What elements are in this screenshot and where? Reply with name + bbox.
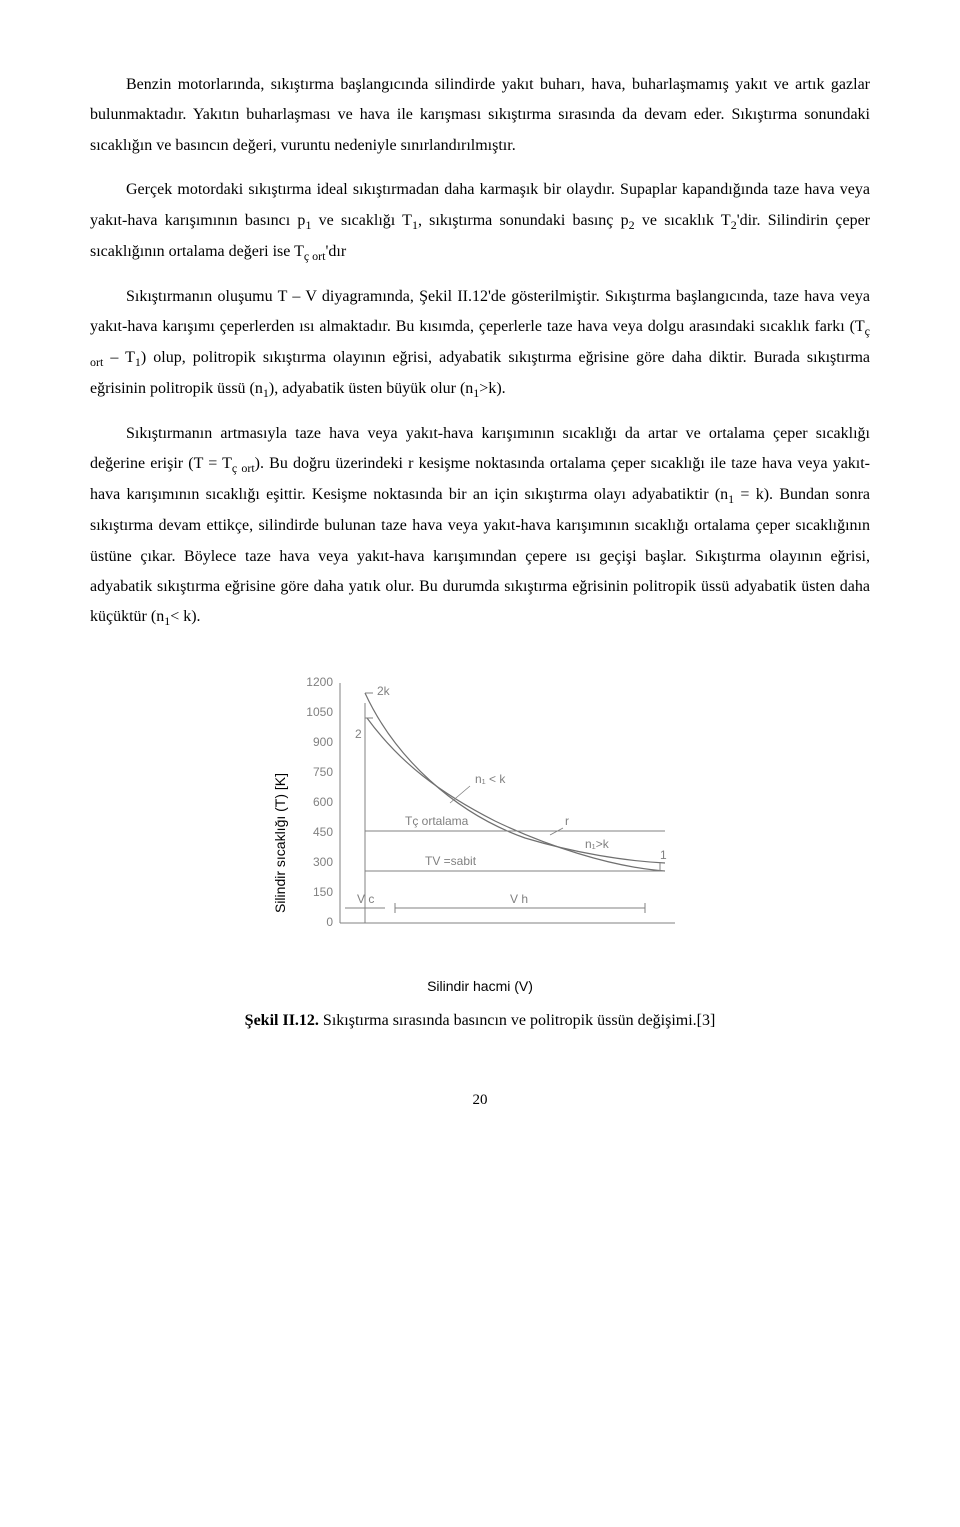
p3-text: >k). (479, 380, 505, 397)
annot-tc: Tç ortalama (405, 814, 469, 828)
p2-text: , sıkıştırma sonundaki basınç p (418, 212, 629, 229)
annot-n1gtk: n₁>k (585, 837, 610, 851)
figure-caption: Şekil II.12. Sıkıştırma sırasında basınc… (90, 1006, 870, 1036)
p4-text: = k). Bundan sonra sıkıştırma devam etti… (90, 486, 870, 625)
annot-1: 1 (660, 848, 667, 862)
annot-vh: V h (510, 892, 528, 906)
annot-2k: 2k (377, 684, 391, 698)
paragraph-2: Gerçek motordaki sıkıştırma ideal sıkışt… (90, 175, 870, 267)
ytick-5: 750 (313, 765, 333, 779)
paragraph-1: Benzin motorlarında, sıkıştırma başlangı… (90, 70, 870, 161)
annot-2: 2 (355, 727, 362, 741)
caption-rest: Sıkıştırma sırasında basıncın ve politro… (319, 1012, 715, 1029)
x-axis-label: Silindir hacmi (V) (90, 973, 870, 1000)
page-number: 20 (90, 1086, 870, 1115)
figure-wrapper: Silindir sıcaklığı (T) [K] 0 150 300 450… (90, 663, 870, 1036)
p3-text: – T (103, 349, 135, 366)
y-axis-label: Silindir sıcaklığı (T) [K] (272, 773, 288, 913)
ytick-6: 900 (313, 735, 333, 749)
p3-text: Sıkıştırmanın oluşumu T – V diyagramında… (90, 288, 870, 335)
p2-text: 'dır (326, 243, 347, 260)
paragraph-3: Sıkıştırmanın oluşumu T – V diyagramında… (90, 282, 870, 405)
ytick-1: 150 (313, 885, 333, 899)
p2-sub5: ç ort (304, 249, 326, 263)
ytick-8: 1200 (306, 675, 333, 689)
p2-text: ve sıcaklık T (635, 212, 731, 229)
annot-r: r (565, 814, 569, 828)
p4-text: < k). (170, 608, 200, 625)
caption-bold: Şekil II.12. (245, 1012, 319, 1029)
ytick-4: 600 (313, 795, 333, 809)
p2-text: ve sıcaklığı T (311, 212, 412, 229)
annot-tv: TV =sabit (425, 854, 477, 868)
p3-text: ), adyabatik üsten büyük olur (n (269, 380, 473, 397)
ytick-0: 0 (326, 915, 333, 929)
paragraph-4: Sıkıştırmanın artmasıyla taze hava veya … (90, 419, 870, 634)
ytick-7: 1050 (306, 705, 333, 719)
p4-sub1: ç ort (232, 461, 255, 475)
figure-svg: Silindir sıcaklığı (T) [K] 0 150 300 450… (265, 663, 695, 963)
annot-n1ltk: n₁ < k (475, 772, 506, 786)
ytick-2: 300 (313, 855, 333, 869)
ytick-3: 450 (313, 825, 333, 839)
annot-vc: V c (357, 892, 374, 906)
